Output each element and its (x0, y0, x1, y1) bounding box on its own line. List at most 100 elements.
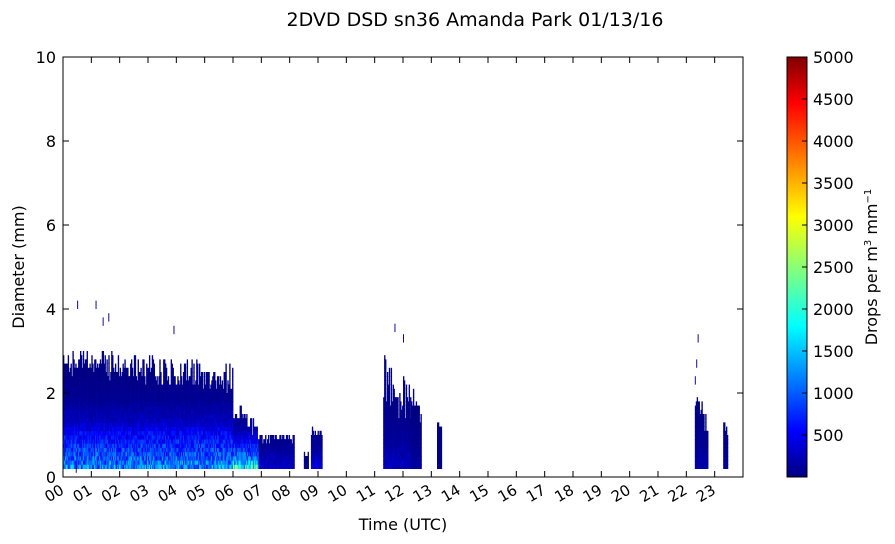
heatmap-cell (83, 363, 86, 369)
heatmap-cell (165, 456, 167, 461)
heatmap-cell (131, 380, 133, 385)
heatmap-cell (72, 372, 74, 377)
heatmap-cell (174, 397, 176, 402)
heatmap-cell (164, 456, 166, 461)
heatmap-cell (246, 464, 248, 469)
heatmap-cell (78, 447, 80, 453)
heatmap-cell (105, 435, 107, 440)
heatmap-cell (221, 443, 224, 448)
heatmap-cell (80, 464, 82, 469)
heatmap-cell (183, 372, 186, 377)
heatmap-cell (121, 405, 123, 411)
heatmap-cell (237, 435, 240, 440)
heatmap-cell (160, 418, 162, 423)
heatmap-cell (223, 426, 225, 432)
heatmap-cell (163, 435, 165, 440)
heatmap-cell (383, 460, 385, 465)
heatmap-cell (215, 418, 217, 423)
heatmap-cell (167, 388, 170, 394)
heatmap-cell (221, 393, 224, 398)
heatmap-cell (71, 388, 73, 394)
heatmap-cell (240, 405, 242, 411)
heatmap-cell (163, 372, 165, 377)
heatmap-cell (126, 439, 128, 444)
heatmap-cell (80, 430, 83, 436)
heatmap-cell (214, 405, 216, 411)
heatmap-cell (211, 456, 213, 461)
heatmap-cell (141, 380, 143, 385)
heatmap-cell (210, 397, 212, 402)
heatmap-cell (221, 430, 224, 436)
heatmap-cell (241, 460, 243, 465)
heatmap-cell (192, 439, 194, 444)
heatmap-cell (65, 460, 68, 465)
heatmap-cell (275, 443, 277, 448)
heatmap-cell (71, 439, 73, 444)
heatmap-cell (147, 401, 149, 406)
heatmap-cell (195, 439, 197, 444)
heatmap-cell (265, 435, 267, 440)
heatmap-cell (133, 401, 136, 406)
heatmap-cell (167, 443, 170, 448)
heatmap-cell (248, 451, 250, 457)
heatmap-cell (198, 439, 200, 444)
heatmap-cell (81, 460, 84, 465)
heatmap-cell (137, 367, 139, 373)
heatmap-cell (278, 464, 280, 469)
heatmap-cell (247, 460, 249, 465)
heatmap-cell (245, 447, 247, 453)
heatmap-cell (159, 435, 161, 440)
heatmap-cell (232, 414, 234, 419)
heatmap-cell (121, 418, 123, 423)
heatmap-cell (223, 414, 225, 419)
heatmap-cell (234, 422, 237, 427)
heatmap-cell (125, 443, 127, 448)
heatmap-cell (217, 426, 220, 432)
heatmap-cell (79, 414, 81, 419)
heatmap-cell (161, 388, 163, 394)
heatmap-cell (66, 388, 69, 394)
heatmap-cell (151, 372, 154, 377)
heatmap-cell (116, 456, 119, 461)
heatmap-cell (131, 414, 134, 419)
heatmap-cell (120, 388, 122, 394)
heatmap-cell (281, 451, 283, 457)
heatmap-cell (133, 418, 136, 423)
heatmap-cell (186, 384, 189, 390)
heatmap-cell (80, 439, 82, 444)
heatmap-cell (110, 418, 112, 423)
heatmap-cell (223, 409, 225, 415)
heatmap-cell (187, 447, 190, 453)
heatmap-cell (88, 372, 90, 377)
heatmap-cell (102, 372, 105, 377)
heatmap-cell (186, 422, 189, 427)
heatmap-cell (114, 418, 116, 423)
heatmap-cell (223, 456, 225, 461)
heatmap-cell (111, 367, 113, 373)
heatmap-cell (224, 435, 226, 440)
heatmap-cell (137, 447, 139, 453)
heatmap-cell (88, 426, 90, 432)
heatmap-cell (254, 443, 257, 448)
heatmap-cell (158, 380, 160, 385)
heatmap-cell (208, 435, 210, 440)
heatmap-cell (166, 393, 169, 398)
heatmap-cell (312, 430, 315, 436)
heatmap-cell (253, 443, 256, 448)
heatmap-cell (200, 435, 203, 440)
heatmap-cell (191, 435, 193, 440)
heatmap-cell (239, 418, 241, 423)
heatmap-cell (267, 451, 269, 457)
heatmap-cell (275, 439, 277, 444)
heatmap-cell (169, 439, 172, 444)
heatmap-cell (246, 422, 248, 427)
heatmap-cell (219, 376, 222, 381)
heatmap-cell (155, 464, 157, 469)
heatmap-cell (205, 439, 207, 444)
heatmap-cell (201, 443, 204, 448)
heatmap-cell (114, 451, 116, 457)
heatmap-cell (151, 380, 154, 385)
heatmap-cell (136, 426, 139, 432)
heatmap-cell (165, 451, 167, 457)
heatmap-cell (182, 430, 185, 436)
